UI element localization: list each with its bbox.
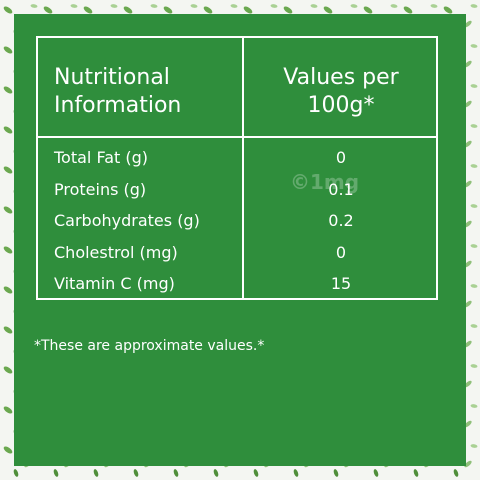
nutrition-table: Nutritional Information Values per 100g*… [36,36,438,300]
nutrient-name: Carbohydrates (g) [54,211,200,230]
watermark: ©1mg [290,170,360,194]
green-panel: Nutritional Information Values per 100g*… [14,14,466,466]
header-cell: Values per 100g* [283,65,399,118]
nutrient-name: Proteins (g) [54,179,147,199]
header-cell: Nutritional Information [54,65,182,118]
nutrient-name: Total Fat (g) [54,148,148,167]
nutrient-value: 15 [330,274,352,293]
nutrient-value: 0.2 [328,211,354,230]
nutrient-value: 0 [335,242,347,262]
nutrient-name: Cholestrol (mg) [54,242,178,262]
column-divider [242,38,244,298]
nutrient-name: Vitamin C (mg) [54,274,175,293]
nutrient-value: 0 [335,148,347,167]
nutrient-value: 0.1 [328,179,354,199]
header-divider [38,136,436,138]
footnote: *These are approximate values.* [34,338,265,354]
